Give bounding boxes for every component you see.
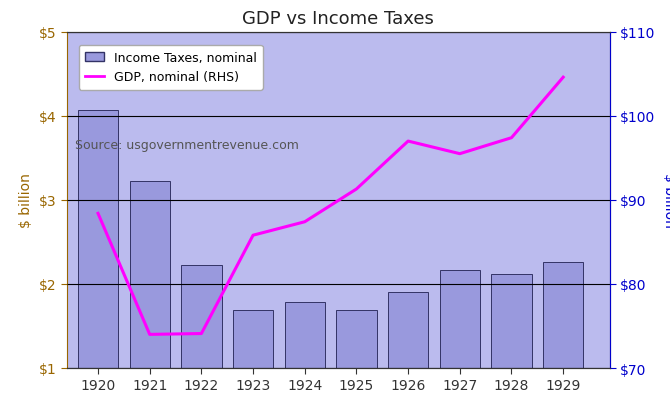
- Bar: [78, 111, 118, 368]
- Bar: [129, 181, 170, 368]
- Bar: [336, 310, 377, 368]
- Line: GDP, nominal (RHS): GDP, nominal (RHS): [98, 78, 563, 335]
- GDP, nominal (RHS): [559, 76, 567, 81]
- Bar: [543, 263, 584, 368]
- GDP, nominal (RHS): [456, 152, 464, 157]
- Text: Source: usgovernmentrevenue.com: Source: usgovernmentrevenue.com: [75, 138, 299, 151]
- Title: GDP vs Income Taxes: GDP vs Income Taxes: [243, 11, 434, 28]
- Y-axis label: $ billion: $ billion: [19, 173, 34, 228]
- GDP, nominal (RHS): [301, 220, 309, 225]
- Y-axis label: $ billion: $ billion: [663, 173, 670, 228]
- Bar: [440, 270, 480, 368]
- Bar: [491, 274, 532, 368]
- GDP, nominal (RHS): [198, 331, 206, 336]
- Bar: [233, 310, 273, 368]
- Bar: [181, 266, 222, 368]
- Bar: [285, 302, 325, 368]
- Bar: [388, 293, 428, 368]
- GDP, nominal (RHS): [507, 136, 515, 141]
- GDP, nominal (RHS): [145, 332, 153, 337]
- GDP, nominal (RHS): [249, 233, 257, 238]
- GDP, nominal (RHS): [94, 211, 102, 216]
- GDP, nominal (RHS): [404, 139, 412, 144]
- Legend: Income Taxes, nominal, GDP, nominal (RHS): Income Taxes, nominal, GDP, nominal (RHS…: [78, 46, 263, 90]
- GDP, nominal (RHS): [352, 187, 360, 192]
